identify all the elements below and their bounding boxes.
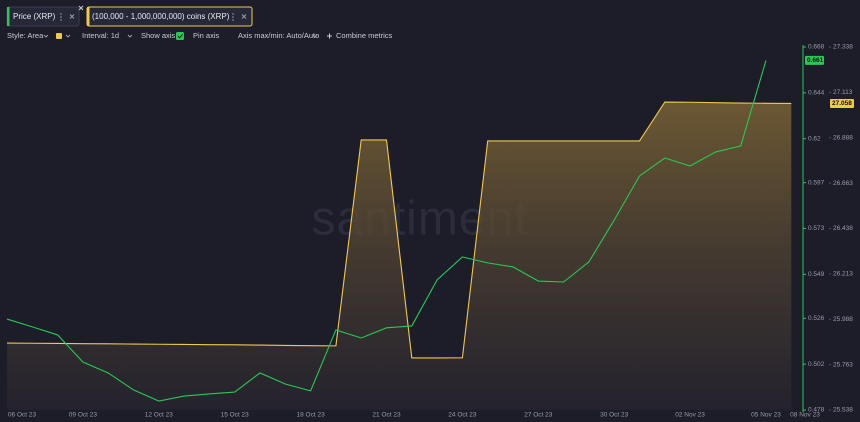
x-tick-label: 30 Oct 23: [600, 412, 629, 419]
kebab-icon[interactable]: [60, 13, 62, 21]
y-tick-label: 0.62: [808, 135, 821, 142]
y2-tick-label: 26.888: [833, 134, 853, 141]
checkbox[interactable]: [176, 32, 184, 40]
x-tick-label: 05 Nov 23: [751, 412, 781, 419]
x-tick-label: 18 Oct 23: [297, 412, 326, 419]
axis-minmax-control[interactable]: Axis max/min: Auto/Auto: [238, 31, 319, 40]
chip-color: [87, 7, 90, 26]
chevron: [65, 34, 71, 38]
y-tick-label: 0.644: [808, 90, 825, 97]
last-value-badge: [830, 98, 854, 108]
metric-label: (100,000 - 1,000,000,000) coins (XRP): [92, 12, 230, 21]
chip-color: [7, 7, 10, 26]
y-tick-label: 0.502: [808, 361, 825, 368]
y2-tick-label: 27.113: [833, 89, 853, 96]
kebab-icon[interactable]: [232, 13, 234, 21]
y-tick-label: 0.597: [808, 179, 825, 186]
pin-axis-control[interactable]: Pin axis: [193, 31, 220, 40]
remove-icon[interactable]: [78, 5, 84, 11]
area-fill: [7, 102, 792, 411]
chevron: [43, 34, 49, 38]
close-icon[interactable]: [241, 14, 247, 19]
y2-tick-label: 26.213: [833, 271, 853, 278]
y-tick-label: 0.478: [808, 407, 825, 414]
x-tick-label: 24 Oct 23: [448, 412, 477, 419]
y-tick-label: 0.668: [808, 44, 825, 51]
x-tick-label: 12 Oct 23: [145, 412, 174, 419]
last-value-label: 27.058: [832, 100, 852, 107]
y2-tick-label: 26.663: [833, 180, 853, 187]
close-icon[interactable]: [69, 14, 75, 19]
x-tick-label: 27 Oct 23: [524, 412, 553, 419]
price-line: [6, 60, 767, 402]
x-tick-label: 02 Nov 23: [675, 412, 705, 419]
last-value-label: 0.661: [807, 57, 824, 64]
x-tick-label: 09 Oct 23: [69, 412, 98, 419]
y2-tick-label: 27.338: [833, 44, 853, 51]
style-control[interactable]: Style: Area: [7, 31, 44, 40]
y2-tick-label: 25.538: [833, 407, 853, 414]
last-value-badge: [805, 55, 824, 65]
combine-metrics[interactable]: Combine metrics: [336, 31, 393, 40]
y-tick-label: 0.573: [808, 225, 825, 232]
check-icon: [177, 34, 183, 39]
show-axis-label: Show axis: [141, 31, 175, 40]
y2-tick-label: 25.988: [833, 316, 853, 323]
chevron: [312, 34, 318, 38]
metric-label: Price (XRP): [13, 12, 56, 21]
interval-control[interactable]: Interval: 1d: [82, 31, 119, 40]
y-tick-label: 0.526: [808, 315, 825, 322]
plus-icon: [327, 33, 332, 39]
color-swatch[interactable]: [56, 33, 62, 39]
x-tick-label: 08 Nov 23: [790, 412, 820, 419]
chevron: [127, 34, 133, 38]
y2-tick-label: 25.763: [833, 361, 853, 368]
x-tick-label: 06 Oct 23: [8, 412, 37, 419]
area-line: [6, 101, 792, 359]
x-tick-label: 15 Oct 23: [221, 412, 250, 419]
y-tick-label: 0.549: [808, 271, 825, 278]
y2-tick-label: 26.438: [833, 225, 853, 232]
x-tick-label: 21 Oct 23: [372, 412, 401, 419]
